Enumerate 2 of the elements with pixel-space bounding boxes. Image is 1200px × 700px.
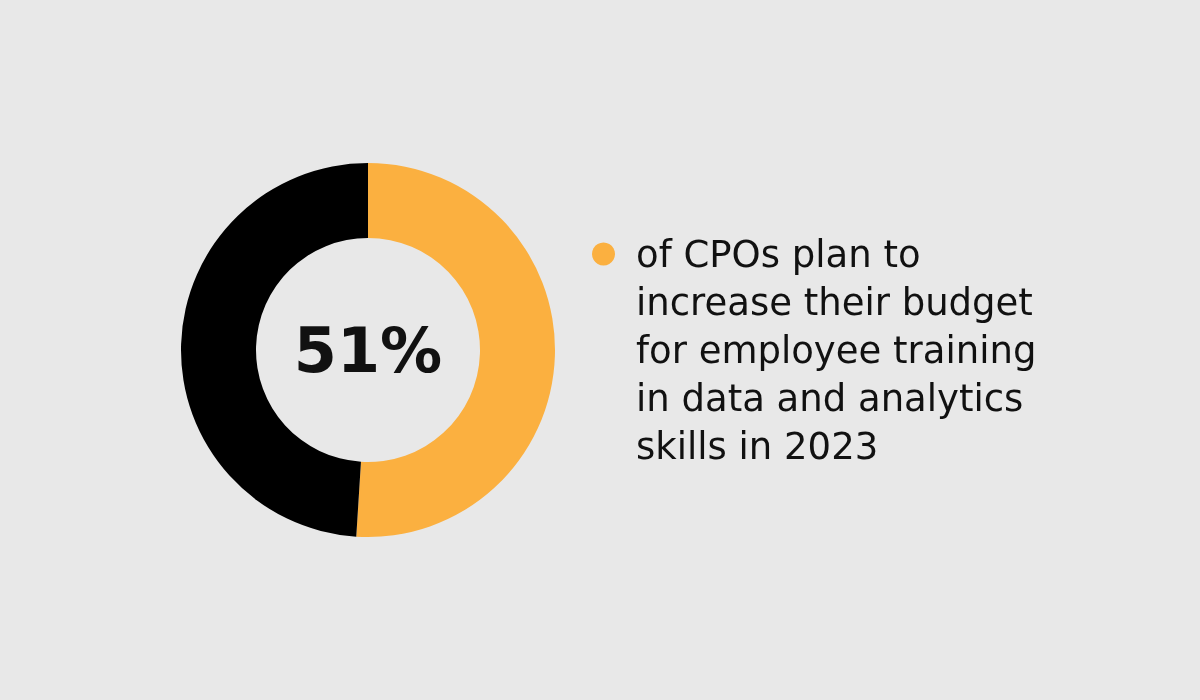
data-label: 51% — [293, 313, 443, 387]
legend-label: of CPOs plan to increase their budget for employee training in data and analytics skills in 2023 — [636, 232, 1049, 468]
